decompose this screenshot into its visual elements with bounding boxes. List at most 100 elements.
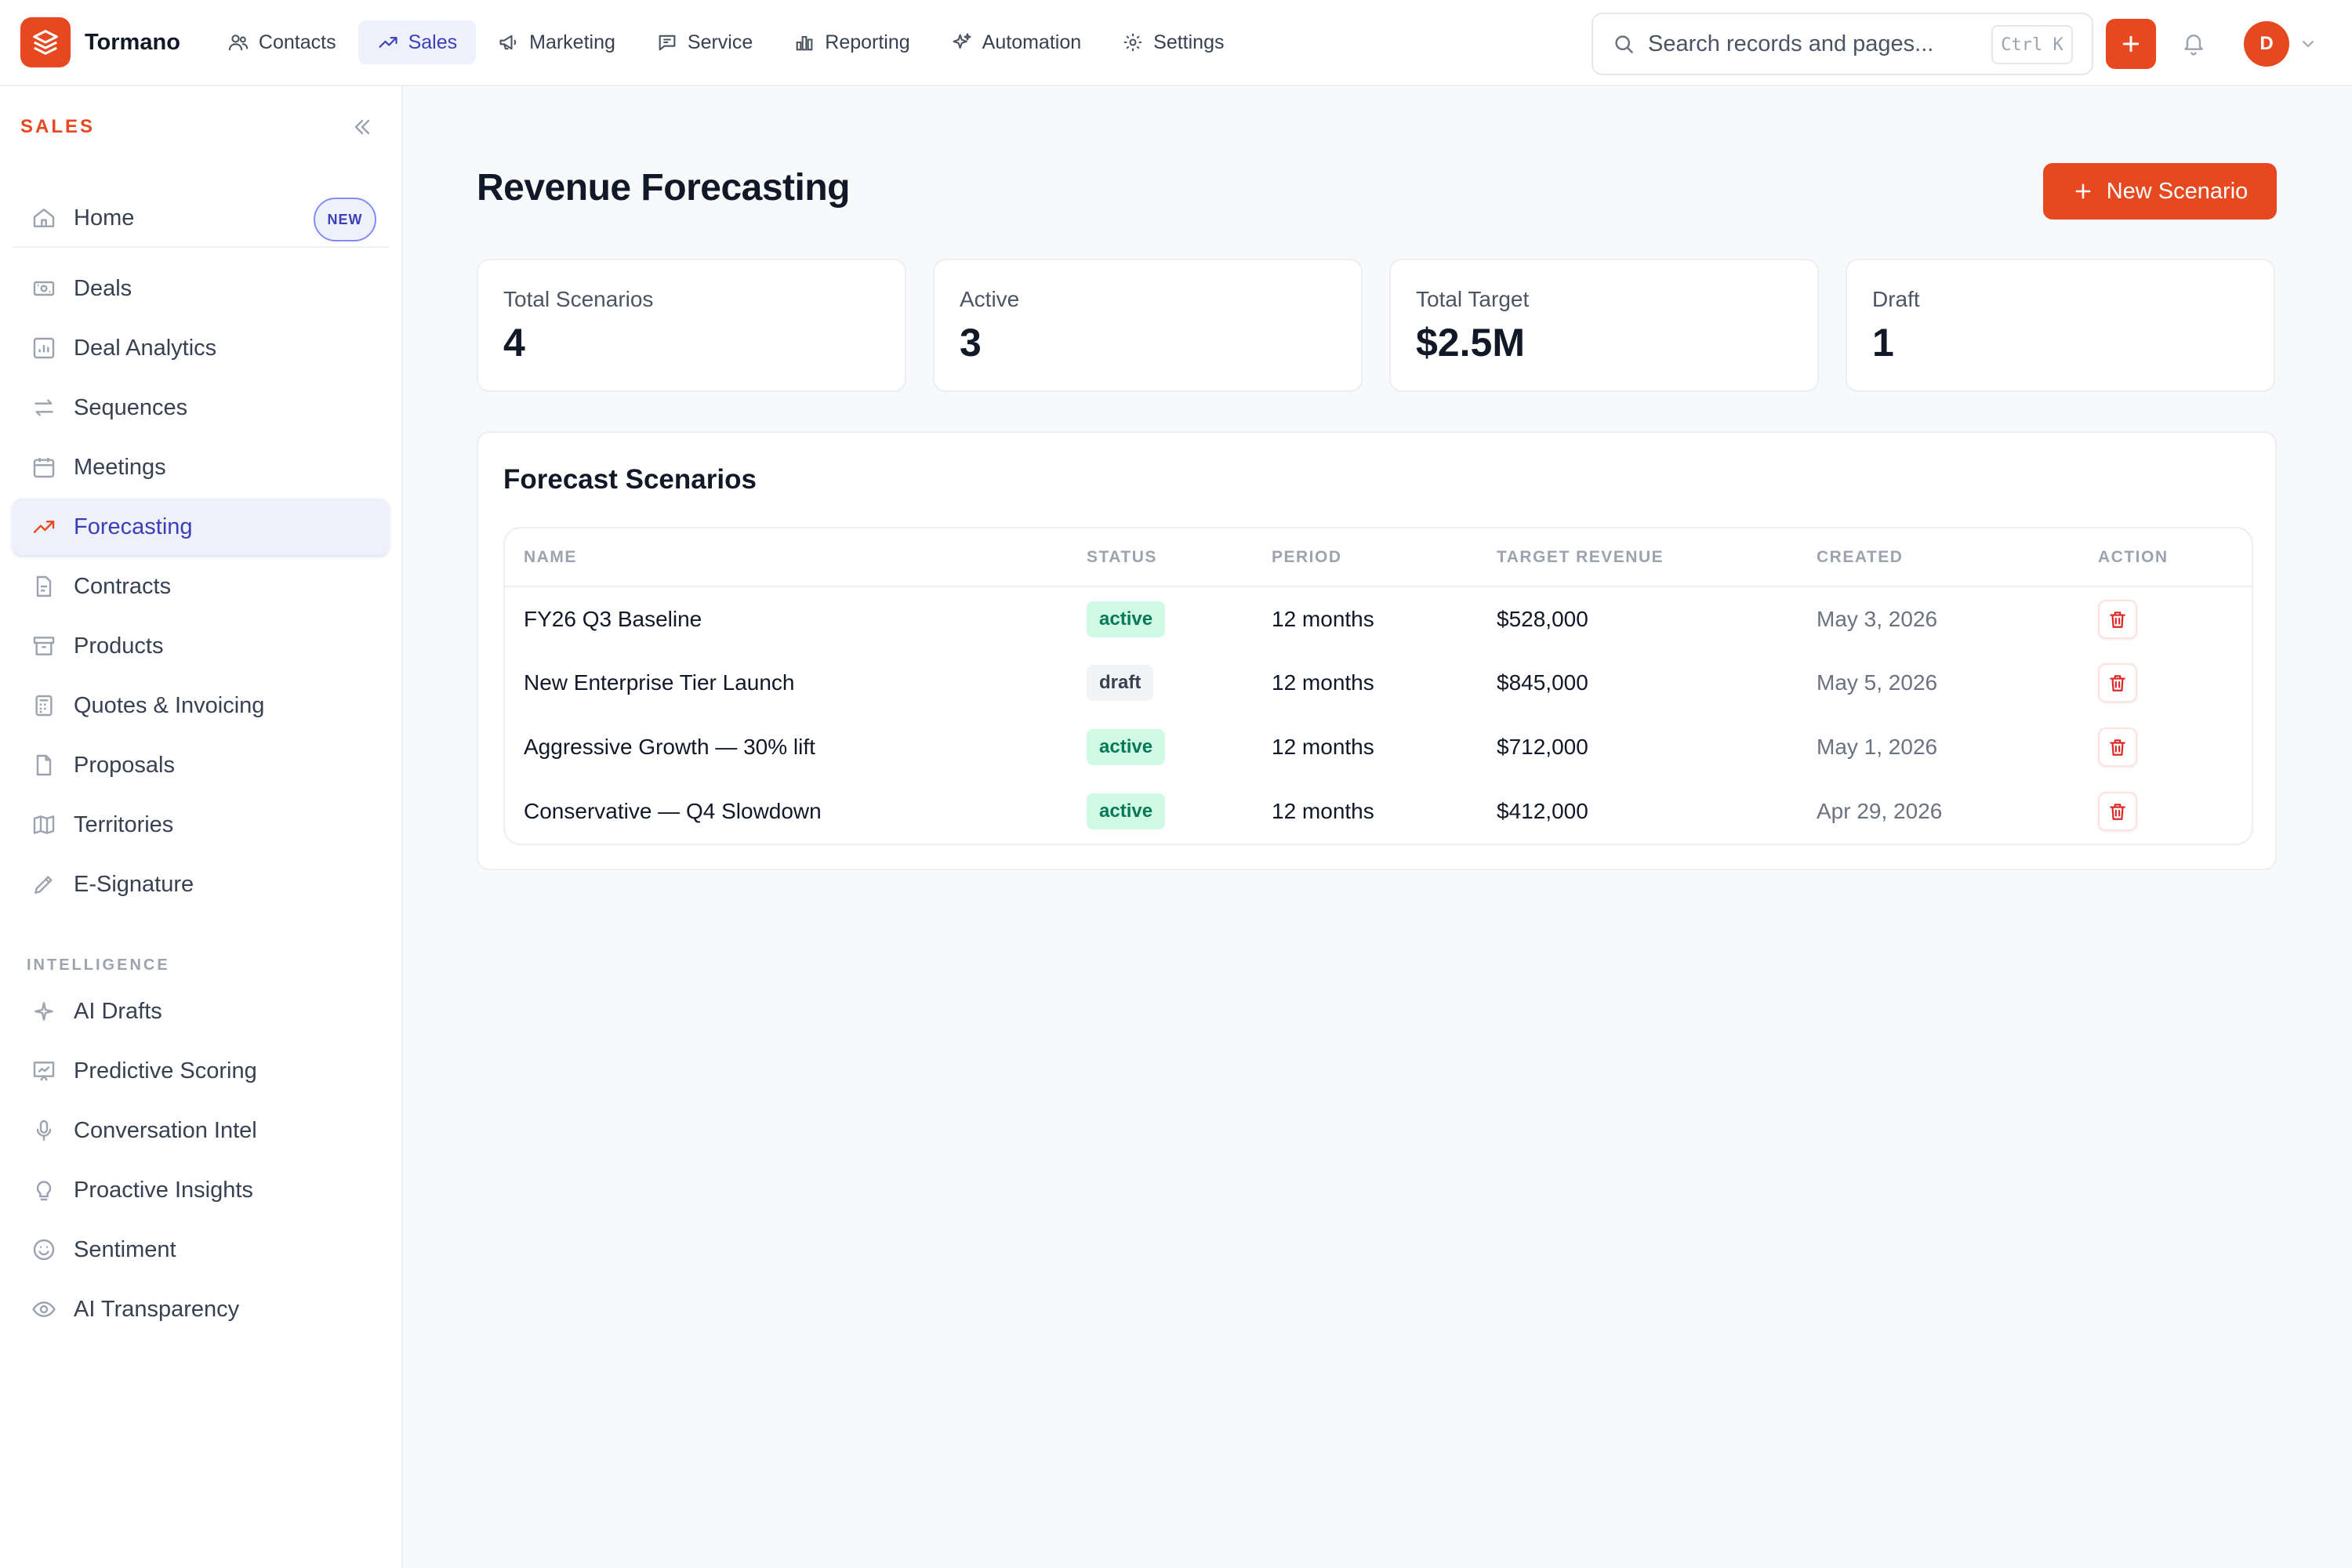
user-avatar[interactable]: D (2244, 21, 2289, 67)
scenario-name[interactable]: Conservative — Q4 Slowdown (524, 799, 822, 823)
sidebar-item-deal-analytics[interactable]: Deal Analytics (13, 320, 389, 376)
sidebar-item-ai-drafts[interactable]: AI Drafts (13, 983, 389, 1040)
sidebar-item-label: Deal Analytics (74, 335, 217, 361)
sidebar-item-territories[interactable]: Territories (13, 797, 389, 853)
period-cell: 12 months (1272, 606, 1374, 631)
table-row[interactable]: Conservative — Q4 Slowdown active 12 mon… (505, 779, 2252, 844)
calculator-icon (35, 695, 53, 717)
sidebar-item-deals[interactable]: Deals (13, 260, 389, 317)
bell-icon (2184, 34, 2203, 56)
nav-contacts[interactable]: Contacts (209, 20, 355, 64)
sidebar-item-quotes-invoicing[interactable]: Quotes & Invoicing (13, 677, 389, 734)
search-input[interactable] (1648, 31, 1977, 57)
column-header-created[interactable]: CREATED (1798, 528, 2079, 587)
sidebar-item-proposals[interactable]: Proposals (13, 737, 389, 793)
sidebar-item-ai-transparency[interactable]: AI Transparency (13, 1281, 389, 1338)
created-cell: Apr 29, 2026 (1817, 799, 1943, 823)
search-icon (1615, 35, 1633, 53)
target-revenue-cell: $528,000 (1497, 606, 1588, 631)
sidebar-item-label: Predictive Scoring (74, 1058, 257, 1083)
sidebar-item-e-signature[interactable]: E-Signature (13, 856, 389, 913)
status-cell: draft (1068, 651, 1253, 715)
scenario-name[interactable]: FY26 Q3 Baseline (524, 606, 702, 631)
nav-settings[interactable]: Settings (1103, 20, 1243, 64)
sidebar-item-conversation-intel[interactable]: Conversation Intel (13, 1102, 389, 1159)
nav-service[interactable]: Service (637, 20, 771, 64)
sidebar-item-label: Home (74, 205, 135, 230)
target-revenue-cell: $845,000 (1497, 670, 1588, 695)
sidebar: SALES Home NEW Deals Deal Analytics Sequ… (0, 86, 403, 1568)
nav-label: Reporting (825, 31, 910, 53)
global-search[interactable]: Ctrl K (1592, 13, 2093, 75)
sidebar-item-home[interactable]: Home NEW (13, 190, 389, 246)
brand[interactable]: Tormano (20, 17, 180, 67)
sidebar-item-label: Quotes & Invoicing (74, 692, 265, 718)
sidebar-divider (13, 246, 389, 248)
new-scenario-label: New Scenario (2106, 178, 2249, 204)
bar-chart-icon (796, 35, 813, 51)
sidebar-item-contracts[interactable]: Contracts (13, 558, 389, 615)
scenario-name[interactable]: Aggressive Growth — 30% lift (524, 735, 815, 759)
stat-label: Active (960, 287, 1020, 311)
sidebar-item-products[interactable]: Products (13, 618, 389, 674)
sidebar-item-label: AI Transparency (74, 1296, 240, 1322)
sidebar-item-forecasting[interactable]: Forecasting (13, 499, 389, 555)
column-header-period[interactable]: PERIOD (1253, 528, 1478, 587)
nav-label: Contacts (258, 31, 336, 53)
target-revenue-cell: $412,000 (1497, 799, 1588, 823)
column-header-name[interactable]: NAME (505, 528, 1068, 587)
sidebar-item-sequences[interactable]: Sequences (13, 379, 389, 436)
panel-title: Forecast Scenarios (503, 464, 757, 495)
page-title: Revenue Forecasting (477, 167, 850, 209)
table-row[interactable]: FY26 Q3 Baseline active 12 months $528,0… (505, 586, 2252, 651)
column-header-status[interactable]: STATUS (1068, 528, 1253, 587)
brand-name: Tormano (85, 29, 180, 55)
chevron-down-icon[interactable] (2299, 34, 2318, 53)
sidebar-item-proactive-insights[interactable]: Proactive Insights (13, 1162, 389, 1218)
delete-scenario-button[interactable] (2098, 663, 2137, 702)
file-icon (36, 754, 52, 776)
trend-up-icon (33, 521, 55, 533)
nav-reporting[interactable]: Reporting (775, 20, 928, 64)
column-header-target-revenue[interactable]: TARGET REVENUE (1478, 528, 1798, 587)
status-cell: active (1068, 715, 1253, 779)
sidebar-item-label: Meetings (74, 454, 166, 480)
created-cell: May 5, 2026 (1817, 670, 1938, 695)
nav-automation[interactable]: Automation (932, 20, 1100, 64)
sparkles-icon (953, 33, 971, 49)
delete-scenario-button[interactable] (2098, 599, 2137, 639)
stat-value: 1 (1872, 321, 1894, 365)
notifications-button[interactable] (2169, 19, 2219, 69)
trend-up-icon (379, 37, 397, 48)
presentation-chart-icon (33, 1062, 55, 1081)
delete-scenario-button[interactable] (2098, 792, 2137, 831)
period-cell: 12 months (1272, 735, 1374, 759)
document-icon (36, 575, 52, 597)
pen-icon (34, 876, 53, 894)
lightbulb-icon (36, 1181, 52, 1201)
nav-label: Automation (982, 31, 1082, 53)
scenario-name[interactable]: New Enterprise Tier Launch (524, 670, 795, 695)
forecast-scenarios-panel: Forecast Scenarios NAME STATUS PERIOD TA… (477, 431, 2277, 870)
delete-scenario-button[interactable] (2098, 728, 2137, 767)
sidebar-item-label: Proactive Insights (74, 1177, 253, 1203)
new-scenario-button[interactable]: New Scenario (2043, 163, 2277, 220)
money-icon (33, 281, 55, 296)
sidebar-item-sentiment[interactable]: Sentiment (13, 1221, 389, 1278)
trash-icon (2110, 675, 2125, 691)
search-shortcut-hint: Ctrl K (1991, 25, 2073, 64)
nav-sales[interactable]: Sales (358, 20, 477, 64)
table-header-row: NAME STATUS PERIOD TARGET REVENUE CREATE… (505, 528, 2252, 587)
scenarios-table-container: NAME STATUS PERIOD TARGET REVENUE CREATE… (503, 527, 2253, 845)
table-row[interactable]: Aggressive Growth — 30% lift active 12 m… (505, 715, 2252, 779)
collapse-sidebar-icon[interactable] (350, 114, 375, 140)
sidebar-item-label: AI Drafts (74, 998, 162, 1024)
brand-logo-icon (20, 17, 71, 67)
nav-marketing[interactable]: Marketing (479, 20, 634, 64)
sidebar-item-predictive-scoring[interactable]: Predictive Scoring (13, 1043, 389, 1099)
table-row[interactable]: New Enterprise Tier Launch draft 12 mont… (505, 651, 2252, 715)
scenarios-table: NAME STATUS PERIOD TARGET REVENUE CREATE… (505, 528, 2252, 844)
plus-icon (2075, 183, 2091, 199)
sidebar-item-meetings[interactable]: Meetings (13, 439, 389, 495)
quick-create-button[interactable] (2106, 19, 2156, 69)
